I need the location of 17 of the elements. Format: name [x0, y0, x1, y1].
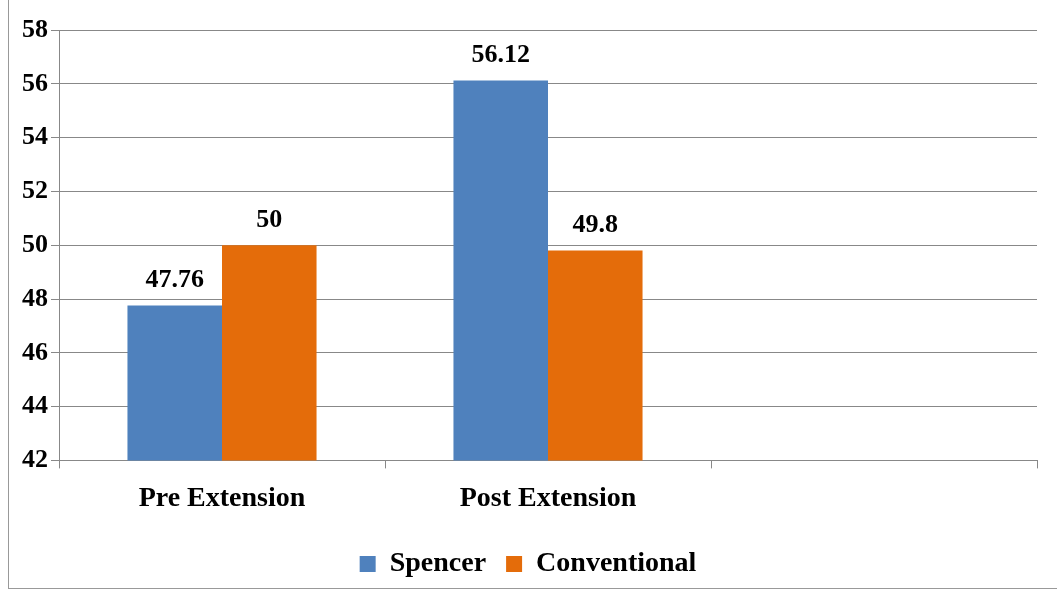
y-tick-label: 44 [22, 390, 48, 420]
data-label: 50 [256, 203, 283, 233]
x-tick-label: Pre Extension [138, 481, 306, 513]
y-tick-label: 56 [22, 67, 48, 97]
y-tick-label: 58 [22, 13, 48, 43]
x-tick-label: Post Extension [459, 481, 637, 513]
y-tick-label: 54 [22, 121, 48, 151]
data-label: 49.8 [572, 209, 619, 239]
y-tick-label: 52 [22, 175, 48, 205]
y-tick-label: 50 [22, 228, 48, 258]
legend-label: Spencer [389, 546, 487, 578]
legend-label: Conventional [536, 546, 697, 578]
data-label: 56.12 [471, 39, 530, 69]
y-tick-label: 46 [22, 336, 48, 366]
y-tick-label: 48 [22, 282, 48, 312]
data-label: 47.76 [145, 264, 204, 294]
y-tick-label: 42 [22, 444, 48, 474]
